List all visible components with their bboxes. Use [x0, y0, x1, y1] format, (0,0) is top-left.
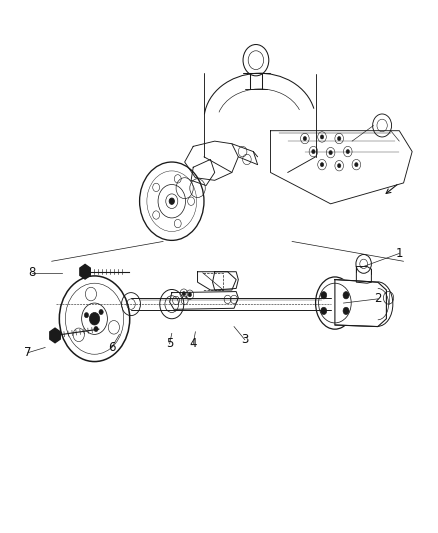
- Text: 6: 6: [108, 341, 116, 354]
- Polygon shape: [198, 272, 236, 290]
- Text: 5: 5: [166, 337, 173, 350]
- Circle shape: [337, 164, 341, 168]
- Circle shape: [320, 135, 324, 139]
- Circle shape: [312, 149, 315, 154]
- Circle shape: [188, 293, 191, 297]
- Text: 1: 1: [396, 247, 403, 260]
- Circle shape: [89, 312, 100, 325]
- Text: 2: 2: [374, 293, 381, 305]
- Polygon shape: [50, 328, 60, 343]
- Text: 8: 8: [28, 266, 36, 279]
- Circle shape: [346, 149, 350, 154]
- Circle shape: [337, 136, 341, 141]
- Circle shape: [303, 136, 307, 141]
- Circle shape: [99, 310, 103, 314]
- Circle shape: [320, 163, 324, 167]
- Circle shape: [355, 163, 358, 167]
- Text: 7: 7: [24, 346, 32, 359]
- Circle shape: [321, 292, 327, 299]
- Circle shape: [169, 198, 174, 204]
- Circle shape: [343, 292, 349, 299]
- Circle shape: [182, 292, 186, 296]
- Circle shape: [343, 307, 349, 314]
- Polygon shape: [80, 264, 90, 279]
- Polygon shape: [357, 266, 371, 283]
- Circle shape: [329, 150, 332, 155]
- Text: 4: 4: [190, 337, 197, 350]
- Circle shape: [94, 326, 98, 332]
- Text: 3: 3: [241, 333, 248, 346]
- Circle shape: [321, 307, 327, 314]
- Polygon shape: [170, 292, 238, 309]
- Polygon shape: [335, 280, 386, 327]
- Circle shape: [84, 312, 88, 318]
